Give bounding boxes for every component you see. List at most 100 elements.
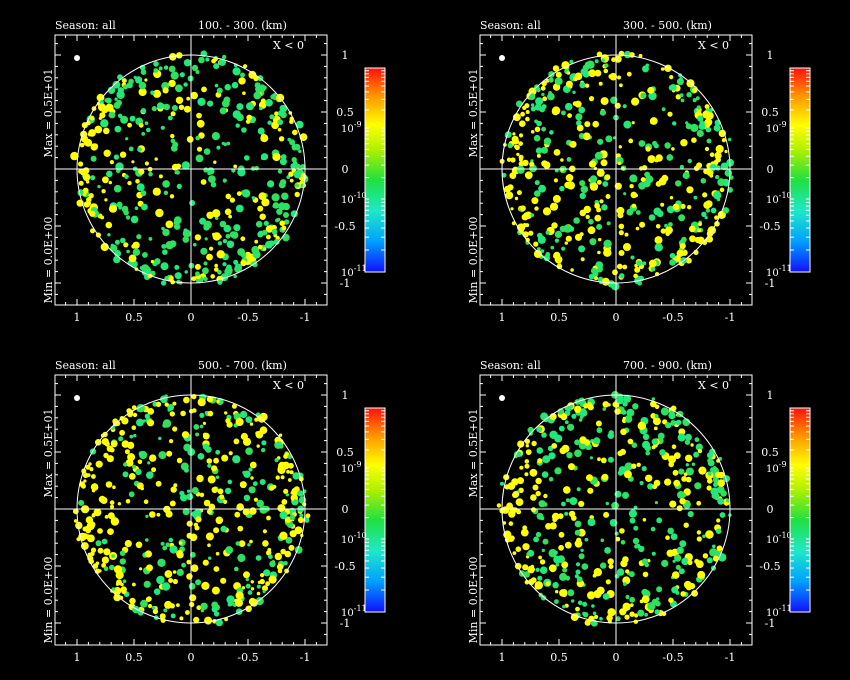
data-point	[172, 578, 178, 585]
data-point	[86, 473, 91, 477]
data-point	[286, 521, 294, 528]
data-point	[665, 422, 672, 429]
data-point	[631, 203, 637, 209]
data-point	[108, 180, 113, 185]
data-point	[680, 203, 686, 209]
data-point	[714, 151, 722, 159]
data-point	[607, 608, 616, 617]
data-point	[240, 252, 247, 258]
data-point	[193, 242, 197, 247]
data-point	[569, 140, 577, 148]
data-point	[103, 149, 111, 157]
data-point	[196, 112, 202, 119]
data-point	[638, 140, 646, 147]
data-point	[101, 538, 108, 545]
data-point	[622, 104, 627, 109]
colorbar-tick-label: 10-10	[341, 531, 367, 546]
data-point	[110, 517, 120, 526]
data-point	[587, 518, 596, 527]
data-point	[601, 58, 605, 63]
data-point	[152, 89, 162, 98]
data-point	[619, 448, 627, 455]
colorbar-tick-label: 10-11	[341, 604, 367, 619]
colorbar-tick-label: 10-10	[341, 191, 367, 206]
season-label: Season: all	[55, 359, 116, 372]
data-point	[540, 249, 545, 253]
data-point	[211, 465, 218, 472]
colorbar-frame	[364, 407, 386, 613]
data-point	[236, 191, 242, 197]
panel-2: Season: all 300. - 500. (km) X < 0 1 0.5 0 -0.…	[467, 19, 811, 324]
data-point	[198, 132, 205, 139]
data-point	[238, 540, 246, 547]
data-point	[233, 224, 241, 232]
data-point	[615, 156, 624, 165]
colorbar	[790, 408, 810, 612]
data-point	[549, 130, 554, 135]
data-point	[140, 190, 147, 197]
data-point	[717, 178, 726, 187]
data-point	[604, 174, 611, 181]
data-point	[589, 175, 598, 183]
data-point	[136, 234, 142, 240]
data-point	[243, 64, 248, 69]
data-point	[299, 513, 304, 518]
data-point	[161, 226, 165, 231]
data-point	[667, 527, 674, 535]
data-point	[144, 413, 150, 419]
data-point	[248, 597, 257, 606]
colorbar	[790, 68, 810, 272]
data-point	[623, 192, 627, 196]
data-point	[579, 192, 586, 200]
data-point	[542, 538, 549, 545]
data-point	[186, 96, 191, 101]
data-point	[692, 98, 697, 103]
data-point	[668, 455, 676, 464]
data-point	[119, 558, 127, 565]
data-point	[558, 531, 565, 538]
data-point	[262, 247, 267, 251]
data-point	[647, 483, 654, 490]
data-point	[225, 193, 232, 200]
data-point	[594, 276, 598, 281]
data-point	[221, 141, 225, 145]
data-point	[669, 259, 676, 266]
data-point	[172, 426, 178, 432]
data-point	[122, 471, 129, 478]
data-point	[202, 421, 206, 425]
data-point	[183, 105, 191, 113]
data-point	[278, 136, 285, 142]
data-point	[530, 106, 536, 112]
data-point	[532, 484, 539, 491]
data-point	[213, 160, 217, 164]
data-point	[707, 457, 713, 464]
data-point	[158, 451, 167, 460]
data-point	[100, 215, 105, 220]
data-point	[97, 184, 101, 189]
data-point	[125, 137, 129, 141]
data-point	[101, 438, 109, 446]
data-point	[504, 185, 511, 193]
data-point	[618, 223, 625, 230]
colorbar-tick-label: 10-11	[766, 604, 792, 619]
data-point	[165, 542, 171, 547]
data-point	[678, 468, 685, 475]
data-point	[186, 520, 193, 527]
data-point	[706, 112, 714, 120]
data-point	[128, 254, 137, 263]
data-point	[561, 444, 570, 453]
colorbar-tick-label: 10-11	[341, 264, 367, 279]
data-point	[135, 179, 140, 184]
data-point	[259, 213, 266, 220]
data-point	[104, 98, 109, 103]
data-point	[288, 462, 294, 469]
data-point	[574, 72, 583, 81]
data-point	[226, 240, 235, 249]
data-point	[548, 77, 554, 83]
data-point	[671, 444, 677, 450]
data-point	[645, 146, 651, 152]
data-point	[607, 432, 615, 440]
data-point	[165, 241, 174, 250]
x-tick-label: 1	[499, 651, 506, 664]
data-point	[195, 135, 200, 141]
